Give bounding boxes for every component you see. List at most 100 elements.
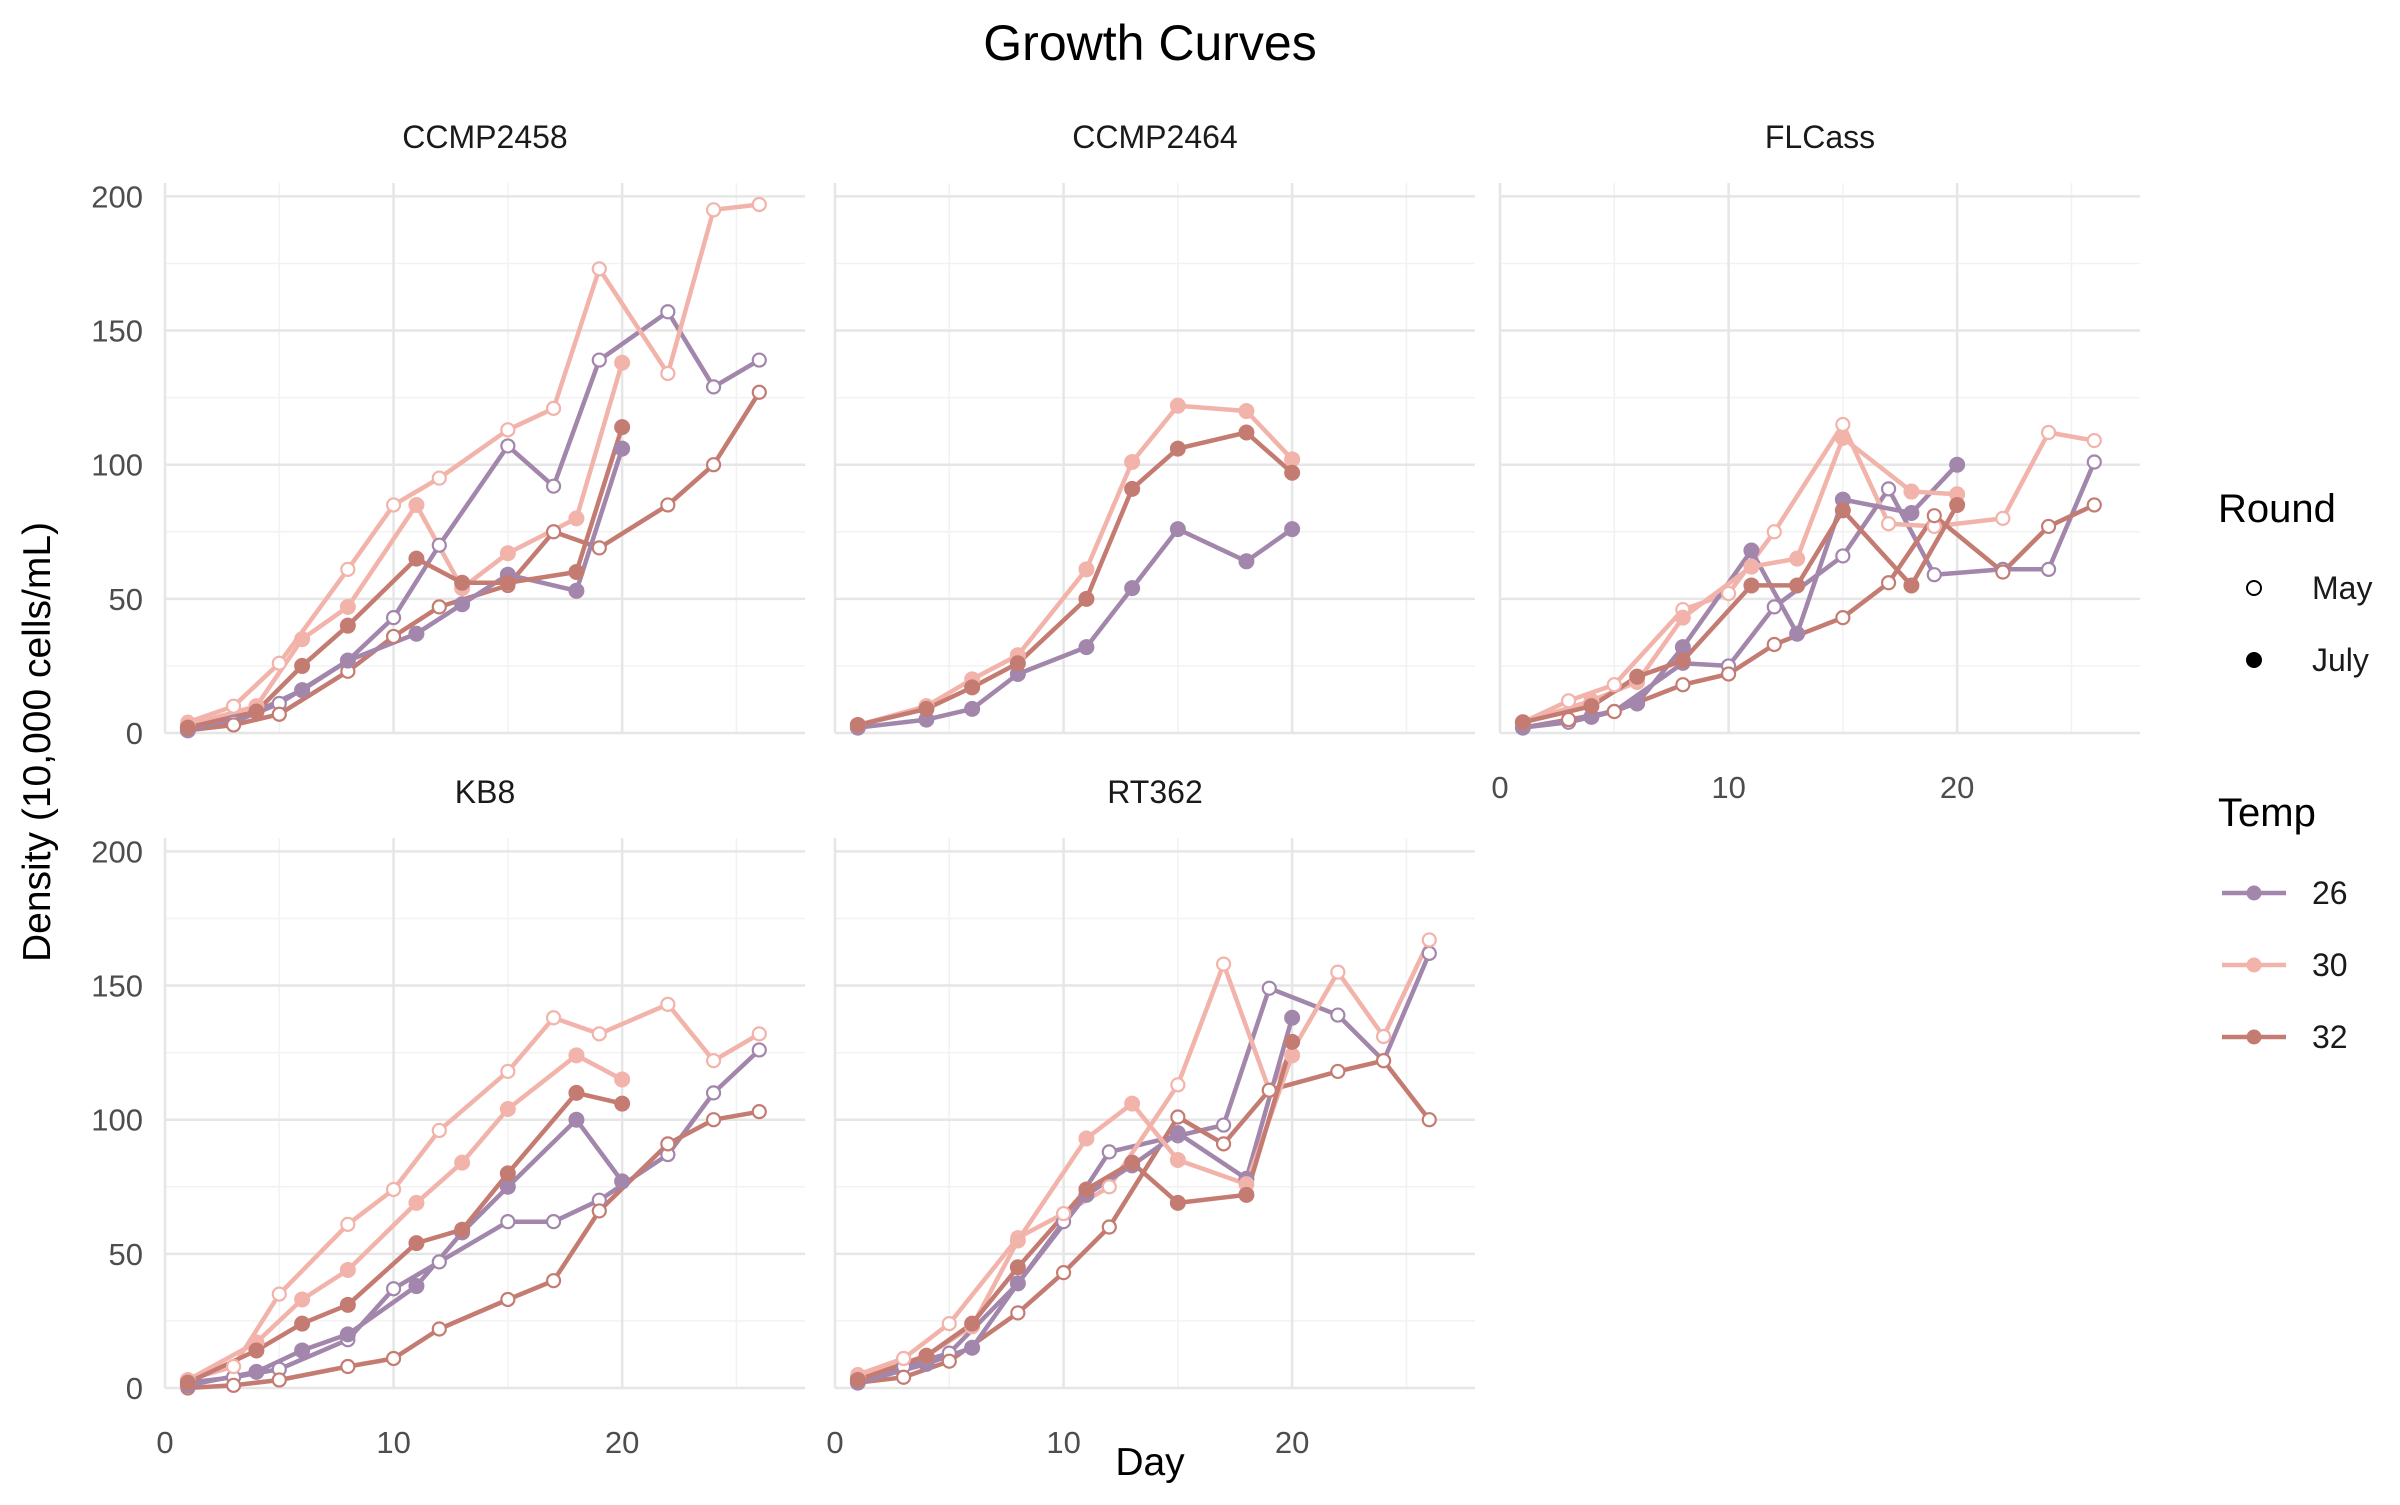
y-axis-title: Density (10,000 cells/mL) — [16, 522, 59, 962]
data-point-32-july — [1170, 1195, 1185, 1210]
panel-title: CCMP2464 — [1072, 119, 1237, 155]
data-point-26-may — [433, 1255, 446, 1268]
data-point-30-may — [273, 1288, 286, 1301]
data-point-30-july — [409, 497, 424, 512]
y-tick-label: 200 — [91, 179, 143, 214]
data-point-30-may — [1562, 694, 1575, 707]
series-line-26-july — [858, 529, 1292, 728]
y-tick-label: 150 — [91, 314, 143, 349]
data-point-26-july — [615, 1174, 630, 1189]
data-point-26-july — [409, 626, 424, 641]
data-point-30-july — [1170, 1152, 1185, 1167]
data-point-32-july — [1950, 497, 1965, 512]
data-point-30-may — [1882, 517, 1895, 530]
panel-rt362: RT3620 10 20 — [826, 774, 1475, 1460]
panel-ccmp2464: CCMP2464 — [835, 119, 1475, 735]
y-tick-label: 200 — [91, 834, 143, 869]
data-point-32-may — [1217, 1137, 1230, 1150]
data-point-30-may — [943, 1317, 956, 1330]
data-point-32-july — [340, 618, 355, 633]
data-point-26-july — [1790, 626, 1805, 641]
data-point-26-july — [340, 653, 355, 668]
panel-kb8: KB80501001502000 10 20 — [91, 774, 805, 1460]
data-point-32-may — [273, 1373, 286, 1386]
legend-label-temp-30: 30 — [2312, 947, 2348, 983]
data-point-30-july — [1285, 452, 1300, 467]
data-point-32-may — [227, 1379, 240, 1392]
legend-label-temp-26: 26 — [2312, 875, 2348, 911]
data-point-30-may — [547, 402, 560, 415]
series-line-30-july — [188, 363, 622, 725]
data-point-26-may — [1331, 1009, 1344, 1022]
data-point-32-july — [1010, 1260, 1025, 1275]
data-point-32-july — [249, 1343, 264, 1358]
data-point-30-may — [1768, 525, 1781, 538]
y-tick-label: 50 — [109, 582, 143, 617]
data-point-26-july — [340, 1327, 355, 1342]
data-point-26-may — [501, 1215, 514, 1228]
data-point-30-may — [387, 498, 400, 511]
data-point-26-july — [569, 1112, 584, 1127]
legend-round-title: Round — [2218, 487, 2336, 531]
data-point-30-july — [569, 511, 584, 526]
data-point-32-may — [2042, 520, 2055, 533]
data-point-32-july — [1239, 425, 1254, 440]
data-point-32-may — [1996, 566, 2009, 579]
data-point-32-may — [1057, 1266, 1070, 1279]
data-point-30-may — [707, 1054, 720, 1067]
data-point-32-may — [433, 1322, 446, 1335]
x-tick-label: 10 — [1046, 1425, 1080, 1460]
data-point-32-july — [615, 1096, 630, 1111]
data-point-26-july — [1170, 522, 1185, 537]
panel-title: KB8 — [455, 774, 515, 810]
data-point-32-july — [1744, 578, 1759, 593]
data-point-32-july — [500, 1166, 515, 1181]
data-point-26-july — [1630, 696, 1645, 711]
data-point-30-may — [387, 1183, 400, 1196]
data-point-30-july — [1010, 1233, 1025, 1248]
data-point-32-may — [387, 1352, 400, 1365]
data-point-32-july — [409, 551, 424, 566]
data-point-30-july — [1079, 562, 1094, 577]
data-point-32-may — [1377, 1054, 1390, 1067]
data-point-30-may — [707, 203, 720, 216]
data-point-32-may — [1722, 667, 1735, 680]
data-point-30-july — [615, 1072, 630, 1087]
data-point-30-july — [1170, 398, 1185, 413]
data-point-30-may — [2088, 434, 2101, 447]
x-tick-label: 0 — [156, 1425, 173, 1460]
panel-title: RT362 — [1107, 774, 1202, 810]
data-point-32-july — [180, 1375, 195, 1390]
data-point-30-may — [1423, 933, 1436, 946]
data-point-26-july — [1675, 640, 1690, 655]
data-point-32-july — [295, 658, 310, 673]
data-point-32-may — [593, 1204, 606, 1217]
data-point-26-may — [2042, 563, 2055, 576]
x-axis-title: Day — [1115, 1441, 1185, 1484]
data-point-30-may — [501, 423, 514, 436]
x-tick-label: 0 — [1491, 770, 1508, 805]
data-point-32-july — [569, 1085, 584, 1100]
data-point-32-july — [615, 420, 630, 435]
legend-key-point-32 — [2247, 1030, 2262, 1045]
data-point-26-may — [1836, 549, 1849, 562]
data-point-26-july — [615, 441, 630, 456]
data-point-26-may — [387, 611, 400, 624]
data-point-26-july — [1239, 554, 1254, 569]
data-point-30-may — [227, 1360, 240, 1373]
data-point-26-july — [569, 583, 584, 598]
data-point-30-may — [593, 262, 606, 275]
data-point-32-may — [1928, 509, 1941, 522]
legend-temp-title: Temp — [2218, 791, 2316, 835]
data-point-30-may — [1057, 1207, 1070, 1220]
data-point-32-may — [2088, 498, 2101, 511]
data-point-30-may — [753, 198, 766, 211]
data-point-32-july — [1904, 578, 1919, 593]
data-point-32-may — [1768, 638, 1781, 651]
series-line-32-july — [858, 433, 1292, 726]
data-point-26-may — [707, 380, 720, 393]
data-point-32-july — [1790, 578, 1805, 593]
data-point-26-july — [1285, 1010, 1300, 1025]
data-point-32-may — [1562, 713, 1575, 726]
